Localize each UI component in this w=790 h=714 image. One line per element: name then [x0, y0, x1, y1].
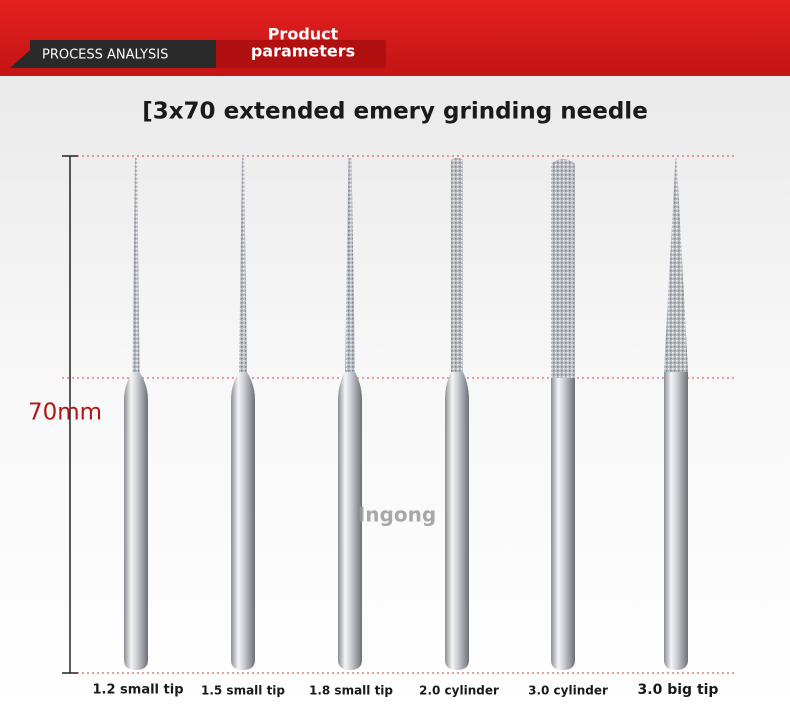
needle-label: 1.8 small tip: [309, 684, 393, 698]
dimension-label: 70mm: [28, 400, 102, 426]
needle: [664, 158, 688, 670]
tab-right: [216, 40, 386, 68]
needle-label: 3.0 big tip: [638, 682, 719, 698]
needle-label: 2.0 cylinder: [419, 684, 499, 698]
guide-lines: [62, 155, 735, 674]
needle-label: 1.2 small tip: [92, 683, 183, 698]
tab-left: [30, 40, 216, 68]
tab-corner: [10, 50, 30, 68]
tab-left-label: PROCESS ANALYSIS: [42, 48, 168, 63]
tab-right-label: parameters: [251, 42, 355, 61]
needle: [124, 158, 148, 670]
title: [3x70 extended emery grinding needle: [142, 99, 648, 125]
needle-label: 3.0 cylinder: [528, 684, 608, 698]
needle: [231, 158, 255, 670]
needle: [445, 158, 469, 670]
watermark: Ingong: [358, 503, 436, 527]
needle-label: 1.5 small tip: [201, 684, 285, 698]
needle: [338, 158, 362, 670]
needle: [551, 159, 575, 670]
dimension-line: [62, 155, 78, 674]
tab-right-label: Product: [268, 25, 339, 44]
